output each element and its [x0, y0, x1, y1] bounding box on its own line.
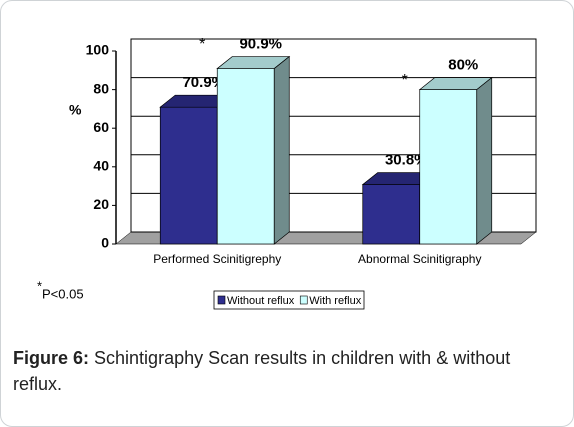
footnote: P<0.05 [42, 286, 84, 301]
bar-front [419, 89, 478, 245]
legend-label: Without reflux [227, 295, 295, 307]
chart: % * P<0.05 0 20 40 60 80 100 Performed Sciniti… [37, 36, 537, 310]
y-axis-label: % [69, 102, 82, 118]
value-label: 80% [448, 57, 478, 74]
legend-swatch [217, 295, 226, 305]
bar-front [362, 184, 421, 245]
legend-box [213, 290, 365, 310]
y-tick-label: 20 [93, 196, 109, 212]
caption: Figure 6: Schintigraphy Scan results in … [13, 345, 513, 397]
bar-side [273, 55, 290, 245]
footnote-mark: * [37, 278, 42, 293]
caption-label: Figure 6: [13, 348, 90, 368]
x-tick-label: Performed Scinitigrephy [153, 252, 281, 266]
bar-front [216, 68, 275, 245]
y-tick-label: 40 [93, 158, 109, 174]
x-tick-label: Abnormal Scinitigraphy [358, 252, 481, 266]
y-tick-label: 80 [93, 80, 109, 96]
value-label: 90.9% [239, 36, 282, 53]
value-label: 70.9% [182, 74, 225, 91]
y-tick-label: 100 [86, 42, 110, 58]
significance-mark: * [402, 72, 408, 89]
caption-text: Schintigraphy Scan results in children w… [13, 348, 511, 394]
bar-side [476, 76, 493, 245]
y-tick-label: 60 [93, 119, 109, 135]
legend-swatch [299, 295, 308, 305]
significance-mark: * [199, 36, 205, 53]
bar-front [159, 106, 218, 245]
y-tick-label: 0 [101, 235, 109, 251]
legend-label: With reflux [309, 295, 361, 307]
value-label: 30.8% [385, 152, 428, 169]
